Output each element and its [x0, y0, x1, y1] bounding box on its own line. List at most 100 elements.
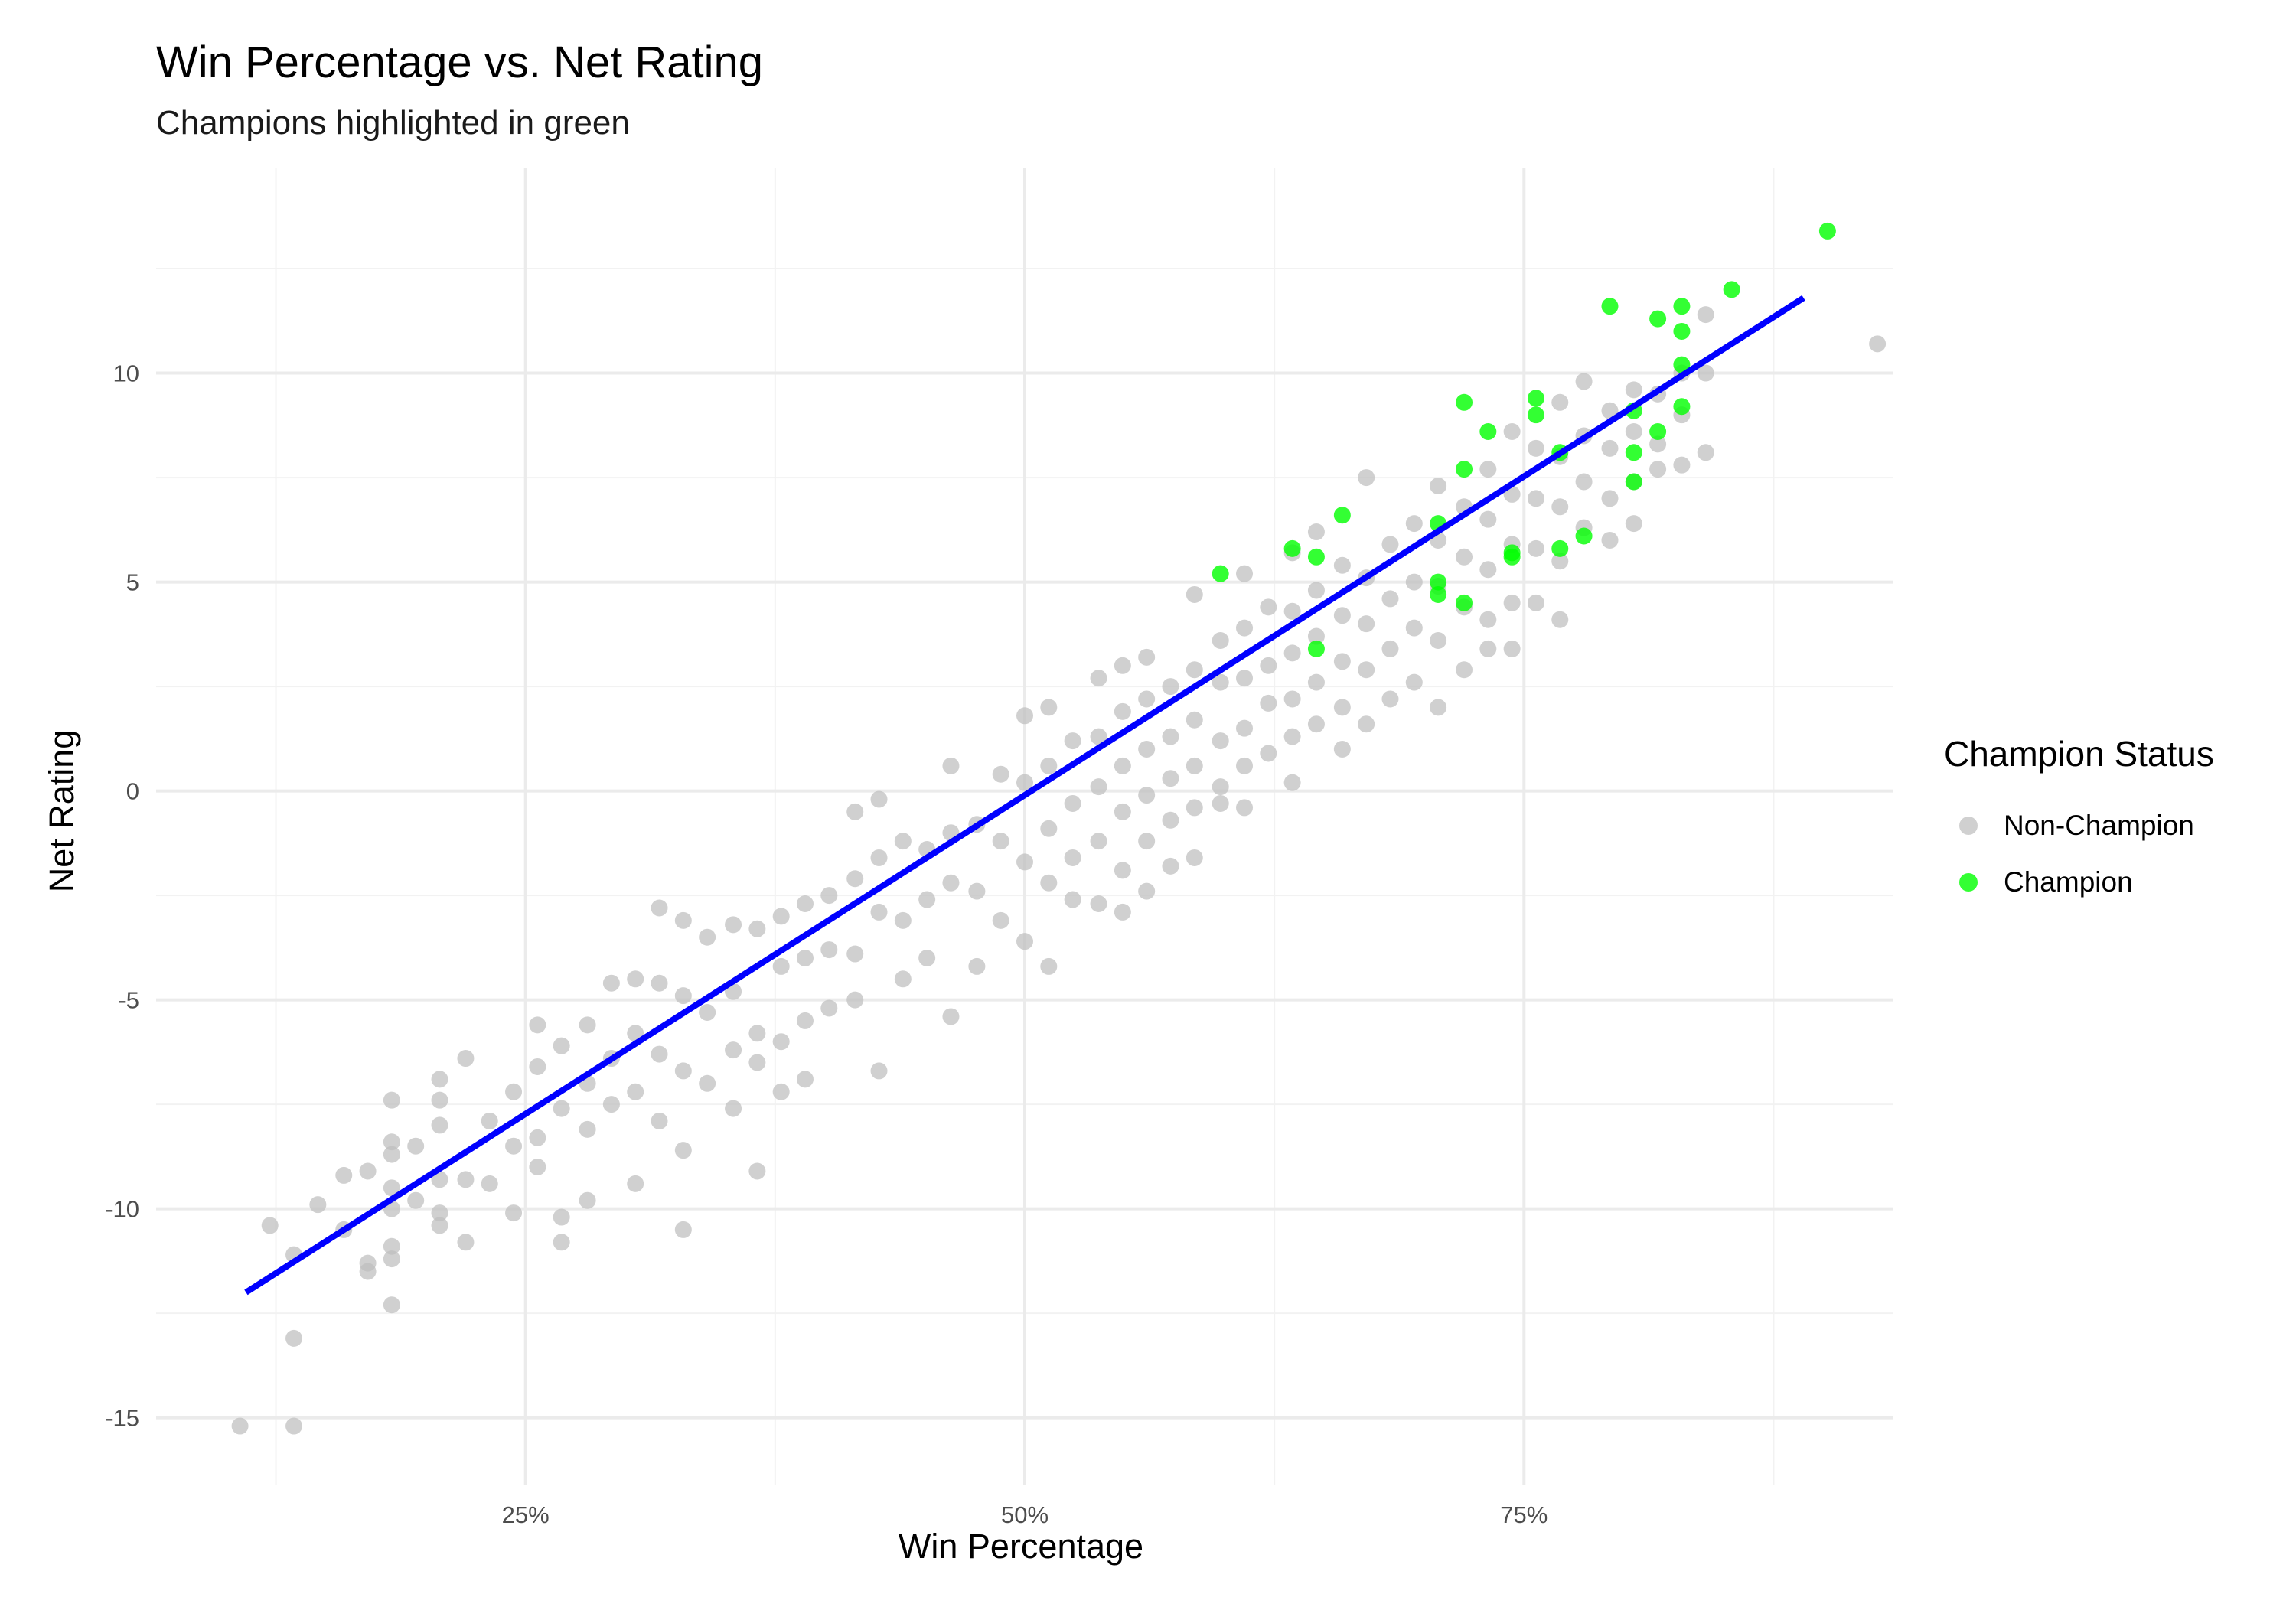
non-champion-point [1479, 510, 1497, 528]
non-champion-point [1186, 585, 1203, 603]
non-champion-point [1283, 728, 1301, 745]
non-champion-point [748, 1054, 766, 1071]
non-champion-point [383, 1250, 400, 1268]
non-champion-point [505, 1204, 523, 1222]
non-champion-point [894, 970, 912, 988]
non-champion-point [772, 957, 790, 975]
non-champion-point [383, 1179, 400, 1197]
non-champion-point [383, 1237, 400, 1255]
non-champion-point [1381, 640, 1399, 657]
non-champion-point [1601, 402, 1619, 419]
champion-point [1456, 594, 1473, 611]
champion-point [1527, 390, 1544, 407]
non-champion-point [1551, 498, 1569, 516]
legend-label-champion: Champion [2004, 866, 2133, 898]
non-champion-point [1040, 820, 1058, 837]
non-champion-point [1601, 531, 1619, 549]
non-champion-point [1625, 381, 1642, 399]
non-champion-point [1307, 627, 1325, 645]
non-champion-point [1016, 853, 1033, 871]
non-champion-point [1212, 673, 1229, 691]
non-champion-point [579, 1191, 596, 1209]
non-champion-point [1114, 903, 1131, 921]
legend-item-champion[interactable]: Champion [1944, 854, 2214, 911]
non-champion-point [796, 895, 814, 913]
non-champion-point [1212, 732, 1229, 750]
non-champion-point [553, 1100, 570, 1117]
champion-point [1575, 527, 1593, 545]
non-champion-point [1260, 657, 1277, 674]
non-champion-point [1064, 732, 1081, 750]
non-champion-point [602, 974, 620, 992]
non-champion-point [407, 1137, 425, 1155]
champion-point [1673, 356, 1691, 373]
non-champion-point [1405, 673, 1423, 691]
non-champion-point [627, 1083, 644, 1100]
non-champion-point [1625, 423, 1642, 440]
non-champion-point [1114, 757, 1131, 774]
non-champion-point [1551, 553, 1569, 570]
non-champion-point [846, 870, 864, 888]
non-champion-point [1212, 778, 1229, 796]
non-champion-point [1090, 670, 1107, 687]
non-champion-point [1551, 393, 1569, 411]
non-champion-point [1307, 673, 1325, 691]
non-champion-point [1114, 657, 1131, 674]
non-champion-point [992, 911, 1009, 929]
y-tick-label: -15 [105, 1405, 139, 1432]
non-champion-point [1064, 849, 1081, 866]
non-champion-point [1649, 461, 1667, 478]
non-champion-point [579, 1120, 596, 1138]
non-champion-points [231, 306, 1887, 1435]
non-champion-point [529, 1016, 546, 1034]
non-champion-point [1405, 515, 1423, 533]
non-champion-point [529, 1129, 546, 1146]
non-champion-point [651, 899, 668, 917]
y-tick-label: 10 [113, 360, 139, 387]
champion-point [1456, 393, 1473, 411]
non-champion-point [431, 1091, 448, 1109]
legend-item-non-champion[interactable]: Non-Champion [1944, 797, 2214, 854]
x-tick-label: 25% [502, 1501, 550, 1528]
non-champion-point [1405, 619, 1423, 637]
chart-title: Win Percentage vs. Net Rating [156, 37, 764, 87]
non-champion-point [725, 1041, 742, 1059]
non-champion-point [359, 1162, 377, 1180]
non-champion-point [1236, 799, 1254, 817]
non-champion-point [1040, 699, 1058, 716]
non-champion-point [1236, 565, 1254, 582]
non-champion-point [1479, 561, 1497, 579]
non-champion-point [505, 1083, 523, 1100]
non-champion-point [1381, 536, 1399, 553]
non-champion-point [1527, 594, 1544, 611]
champion-point [1283, 539, 1301, 557]
non-champion-point [1503, 640, 1521, 657]
non-champion-point [627, 970, 644, 988]
non-champion-point [1186, 711, 1203, 729]
non-champion-point [431, 1217, 448, 1234]
non-champion-point [1479, 611, 1497, 628]
non-champion-point [1064, 794, 1081, 812]
non-champion-point [431, 1204, 448, 1222]
y-tick-label: 5 [126, 569, 139, 596]
non-champion-point [820, 941, 838, 959]
non-champion-point [942, 757, 960, 774]
non-champion-point [1138, 787, 1156, 804]
champion-point [1527, 406, 1544, 424]
non-champion-point [1358, 715, 1375, 733]
non-champion-point [796, 1071, 814, 1088]
chart-subtitle: Champions highlighted in green [156, 104, 630, 142]
non-champion-point [1090, 833, 1107, 850]
non-champion-point [529, 1058, 546, 1075]
champion-point [1212, 565, 1229, 582]
non-champion-point [1869, 335, 1887, 353]
non-champion-point [1381, 590, 1399, 608]
non-champion-point [481, 1112, 498, 1129]
non-champion-point [1456, 661, 1473, 679]
non-champion-point [870, 790, 888, 808]
non-champion-point [553, 1208, 570, 1226]
non-champion-point [1236, 619, 1254, 637]
non-champion-point [1503, 594, 1521, 611]
legend-label-non-champion: Non-Champion [2004, 810, 2194, 841]
non-champion-point [1138, 690, 1156, 708]
